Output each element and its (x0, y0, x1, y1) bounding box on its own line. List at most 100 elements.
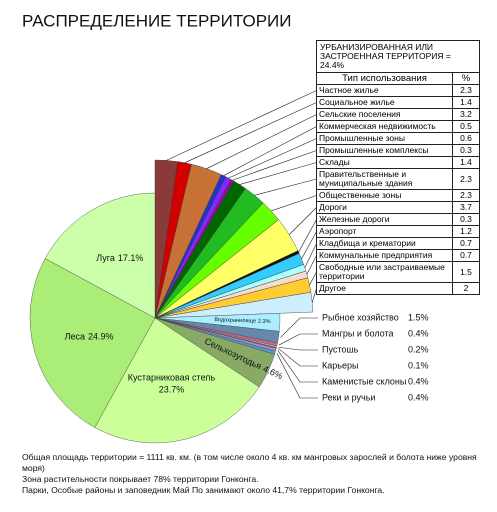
leader-line (298, 219, 317, 253)
value-label: 2 (452, 282, 480, 295)
value-label: 3.7 (452, 201, 480, 214)
slice-value: 0.4% (408, 328, 429, 338)
slice-value: 0.4% (408, 392, 429, 402)
table-row: УРБАНИЗИРОВАННАЯ ИЛИ ЗАСТРОЕННАЯ ТЕРРИТО… (316, 40, 480, 73)
category-label: Частное жилье (316, 84, 453, 97)
leader-line (288, 207, 317, 235)
note: Парки, Особые районы и заповедник Май По… (22, 485, 385, 495)
category-label: Другое (316, 282, 453, 295)
value-label: 0.3 (452, 144, 480, 157)
category-label: Склады (316, 156, 453, 169)
category-label: Коммерческая недвижимость (316, 120, 453, 133)
slice-name: Луга (96, 253, 115, 263)
table-row: Склады 1.4 (316, 156, 480, 169)
value-label: 0.5 (452, 120, 480, 133)
slice-value: 4.6% (261, 364, 284, 382)
slice-name: Кустарниковая степь (128, 373, 216, 383)
leader-line (166, 90, 317, 161)
value-label: 1.4 (452, 156, 480, 169)
table-row: Промышленные комплексы 0.3 (316, 144, 480, 157)
value-label: 0.7 (452, 249, 480, 262)
table-row: Коммерческая недвижимость 0.5 (316, 120, 480, 133)
table-row: Дороги 3.7 (316, 201, 480, 214)
slice-name: Водохранилище (214, 318, 256, 325)
table-row: Тип использования% (316, 72, 480, 85)
leader-line (278, 346, 318, 351)
slice-value: 23.7% (159, 385, 185, 395)
slice-label: Луга 17.1% (96, 253, 143, 263)
slice-name: Пустошь (322, 344, 359, 354)
slice-name: Карьеры (322, 360, 358, 370)
note: Общая площадь территории = 1111 кв. км. … (22, 452, 477, 473)
category-label: Кладбища и крематории (316, 237, 453, 250)
value-label: 2.3 (452, 189, 480, 202)
table-row: Промышленные зоны 0.6 (316, 132, 480, 145)
value-label: 0.7 (452, 237, 480, 250)
slice-label: Кустарниковая степь 23.7% (128, 373, 216, 395)
value-label: 1.4 (452, 96, 480, 109)
leader-line (278, 348, 318, 367)
table-row: Сельские поселения 3.2 (316, 108, 480, 121)
category-label: Социальное жилье (316, 96, 453, 109)
table-header: УРБАНИЗИРОВАННАЯ ИЛИ ЗАСТРОЕННАЯ ТЕРРИТО… (316, 40, 480, 73)
category-label: Сельские поселения (316, 108, 453, 121)
note: Зона растительности покрывает 78% террит… (22, 474, 259, 484)
slice-value: 24.9% (88, 332, 114, 342)
slice-value: 0.1% (408, 360, 429, 370)
category-label: Промышленные комплексы (316, 144, 453, 157)
chart-title: РАСПРЕДЕЛЕНИЕ ТЕРРИТОРИИ (22, 11, 292, 30)
pie-slice (94, 317, 260, 444)
category-label: Аэропорт (316, 225, 453, 238)
slice-value: 2.3% (258, 319, 271, 325)
leader-line (232, 150, 317, 181)
table-row: Аэропорт 1.2 (316, 225, 480, 238)
category-label: Железные дороги (316, 213, 453, 226)
value-label: 0.3 (452, 213, 480, 226)
leader-line (228, 138, 317, 179)
table-row: Частное жилье 2.3 (316, 84, 480, 97)
value-label: 2.3 (452, 168, 480, 190)
category-label: Правительственные и муниципальные здания (316, 168, 453, 190)
leader-line (301, 231, 317, 260)
category-label: Общественные зоны (316, 189, 453, 202)
slice-name: Рыбное хозяйство (322, 312, 399, 322)
leader-line (304, 243, 317, 268)
table-row: Другое 2 (316, 282, 480, 295)
value-label: 0.6 (452, 132, 480, 145)
value-label: 2.3 (452, 84, 480, 97)
slice-name: Каменистые склоны (322, 376, 406, 386)
leader-line (306, 255, 317, 275)
table-row: Железные дороги 0.3 (316, 213, 480, 226)
pie-slice (29, 258, 156, 428)
leader-line (184, 102, 317, 164)
category-label: Коммунальные предприятия (316, 249, 453, 262)
value-label: 1.2 (452, 225, 480, 238)
leader-line (239, 162, 317, 185)
slice-label: Водохранилище 2.3% (214, 318, 270, 326)
slice-value: 17.1% (118, 253, 144, 263)
urban-table: УРБАНИЗИРОВАННАЯ ИЛИ ЗАСТРОЕННАЯ ТЕРРИТО… (316, 40, 480, 295)
leader-line (277, 350, 318, 383)
slice-name: Мангры и болота (322, 328, 394, 338)
table-row: Свободные или застраиваемые территории 1.… (316, 261, 480, 283)
table-row: Общественные зоны 2.3 (316, 189, 480, 202)
value-label: 1.5 (452, 261, 480, 283)
leader-line (278, 333, 318, 346)
category-label: Дороги (316, 201, 453, 214)
slice-name: Реки и ручьи (322, 392, 375, 402)
notes: Общая площадь территории = 1111 кв. км. … (22, 452, 487, 496)
slice-name: Леса (65, 332, 85, 342)
table-row: Кладбища и крематории 0.7 (316, 237, 480, 250)
leader-line (206, 114, 317, 169)
category-label: Свободные или застраиваемые территории (316, 261, 453, 283)
slice-label: Леса 24.9% (65, 332, 114, 342)
leader-line (271, 195, 317, 212)
table-row: Правительственные и муниципальные здания… (316, 168, 480, 190)
table-row: Социальное жилье 1.4 (316, 96, 480, 109)
column-header: % (452, 72, 480, 85)
leader-line (223, 126, 317, 176)
column-header: Тип использования (316, 72, 453, 85)
leader-line (254, 178, 317, 196)
slice-value: 1.5% (408, 312, 429, 322)
